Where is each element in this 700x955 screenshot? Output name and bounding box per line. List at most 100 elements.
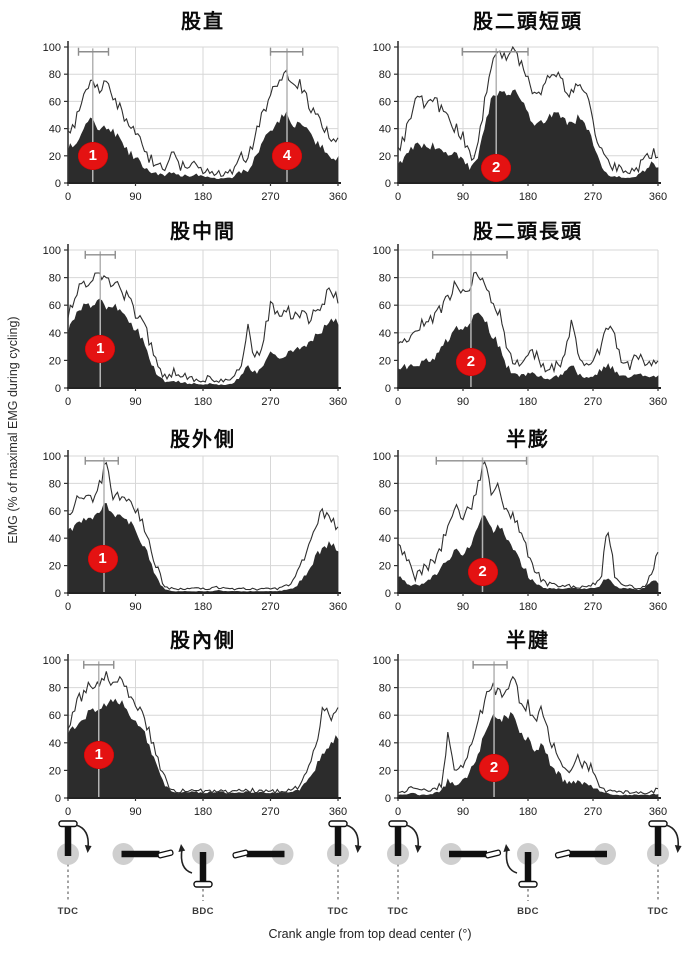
rotation-arrowhead bbox=[178, 844, 186, 852]
crank-position-label: TDC bbox=[58, 906, 79, 917]
mean-area bbox=[67, 111, 339, 184]
y-tick-label: 100 bbox=[43, 655, 61, 667]
y-tick-label: 40 bbox=[379, 124, 391, 136]
y-tick-label: 20 bbox=[49, 561, 61, 573]
y-tick-label: 60 bbox=[379, 710, 391, 722]
y-tick-label: 20 bbox=[379, 355, 391, 367]
x-tick-label: 270 bbox=[584, 806, 602, 818]
y-tick-label: 20 bbox=[379, 151, 391, 163]
x-tick-label: 360 bbox=[329, 601, 347, 613]
y-tick-label: 0 bbox=[55, 588, 61, 600]
x-tick-label: 180 bbox=[194, 601, 212, 613]
crank-icon-right bbox=[440, 843, 502, 865]
subplot-rectus-femoris: 0 20 40 60 80 100 0 90 180 270 360 bbox=[43, 41, 347, 203]
error-bar bbox=[461, 47, 529, 56]
upper-curve bbox=[397, 271, 659, 374]
crank-position-label: TDC bbox=[388, 906, 409, 917]
error-bar bbox=[77, 47, 110, 56]
peak-marker-1: 1 bbox=[83, 741, 114, 770]
pedal bbox=[58, 820, 78, 828]
x-tick-label: 270 bbox=[261, 396, 279, 408]
crank-position-label: TDC bbox=[648, 906, 669, 917]
rotation-arrow bbox=[405, 824, 420, 849]
y-tick-label: 80 bbox=[49, 478, 61, 490]
x-tick-label: 360 bbox=[329, 191, 347, 203]
x-tick-label: 270 bbox=[261, 601, 279, 613]
y-tick-label: 60 bbox=[49, 506, 61, 518]
y-tick-label: 0 bbox=[385, 178, 391, 190]
pedal bbox=[193, 880, 213, 888]
crank-position-diagrams: TDC BDC TDC TDC BDC TDC bbox=[57, 820, 682, 917]
mean-area bbox=[67, 698, 339, 799]
rotation-arrow bbox=[345, 824, 360, 849]
rotation-arrow bbox=[75, 824, 90, 849]
pedal bbox=[388, 820, 408, 828]
x-tick-label: 360 bbox=[649, 601, 667, 613]
y-tick-label: 20 bbox=[49, 765, 61, 777]
title-semitendinosus: 半腱 bbox=[506, 628, 550, 652]
peak-marker-2: 2 bbox=[481, 154, 512, 183]
y-tick-label: 80 bbox=[379, 478, 391, 490]
crank-position-label: BDC bbox=[192, 906, 214, 917]
x-tick-label: 270 bbox=[261, 806, 279, 818]
y-tick-label: 40 bbox=[49, 124, 61, 136]
mean-area bbox=[397, 711, 659, 799]
pedal bbox=[484, 849, 502, 859]
title-semimembranosus: 半膨 bbox=[506, 427, 550, 451]
x-axis-caption: Crank angle from top dead center (°) bbox=[268, 927, 472, 941]
subplot-biceps-femoris-short-head: 0 20 40 60 80 100 0 90 180 270 360 bbox=[373, 41, 667, 203]
y-tick-label: 40 bbox=[49, 738, 61, 750]
y-tick-label: 60 bbox=[49, 96, 61, 108]
error-bar bbox=[84, 250, 116, 259]
x-tick-label: 270 bbox=[584, 191, 602, 203]
upper-curve bbox=[397, 45, 659, 175]
x-tick-label: 90 bbox=[457, 191, 469, 203]
sd-band bbox=[398, 462, 658, 591]
pedal bbox=[232, 849, 249, 859]
y-tick-label: 0 bbox=[385, 383, 391, 395]
y-tick-label: 80 bbox=[49, 69, 61, 81]
y-tick-label: 60 bbox=[49, 300, 61, 312]
crank-icon-left bbox=[554, 843, 616, 865]
subplot-biceps-femoris-long-head: 0 20 40 60 80 100 0 90 180 270 360 bbox=[373, 244, 667, 408]
x-tick-label: 180 bbox=[519, 191, 537, 203]
x-tick-label: 90 bbox=[457, 396, 469, 408]
y-tick-label: 20 bbox=[49, 355, 61, 367]
x-tick-label: 180 bbox=[519, 396, 537, 408]
y-tick-label: 0 bbox=[55, 383, 61, 395]
error-bar bbox=[431, 250, 508, 259]
peak-marker-1: 1 bbox=[85, 335, 116, 364]
y-tick-label: 100 bbox=[43, 245, 61, 257]
peak-marker-1: 1 bbox=[77, 141, 108, 170]
sd-band bbox=[398, 676, 658, 796]
x-tick-label: 0 bbox=[65, 601, 71, 613]
crank-icon-down: BDC bbox=[503, 843, 539, 917]
x-tick-label: 270 bbox=[584, 601, 602, 613]
rotation-arrow bbox=[180, 848, 193, 874]
y-tick-label: 80 bbox=[49, 683, 61, 695]
x-tick-label: 0 bbox=[395, 396, 401, 408]
crank-icon-left bbox=[232, 843, 294, 865]
x-tick-label: 180 bbox=[194, 806, 212, 818]
x-tick-label: 90 bbox=[129, 191, 141, 203]
x-tick-label: 90 bbox=[129, 806, 141, 818]
y-tick-label: 0 bbox=[385, 793, 391, 805]
y-axis-label: EMG (% of maximal EMG during cycling) bbox=[6, 316, 20, 544]
peak-marker-2: 2 bbox=[479, 753, 510, 782]
peak-marker-4: 4 bbox=[272, 141, 302, 170]
rotation-arrowhead bbox=[674, 845, 682, 853]
rotation-arrowhead bbox=[503, 844, 511, 852]
x-tick-label: 0 bbox=[65, 806, 71, 818]
y-tick-label: 40 bbox=[49, 328, 61, 340]
x-tick-label: 360 bbox=[649, 806, 667, 818]
mean-area bbox=[397, 89, 659, 184]
x-tick-label: 180 bbox=[194, 191, 212, 203]
subplot-semimembranosus: 0 20 40 60 80 100 0 90 180 270 360 bbox=[373, 450, 667, 613]
crank-icon-up: TDC bbox=[647, 820, 682, 917]
title-vastus-medialis: 股內側 bbox=[170, 628, 236, 652]
y-tick-label: 40 bbox=[49, 533, 61, 545]
rotation-arrow bbox=[505, 848, 518, 874]
y-tick-label: 0 bbox=[55, 793, 61, 805]
y-tick-label: 80 bbox=[379, 273, 391, 285]
